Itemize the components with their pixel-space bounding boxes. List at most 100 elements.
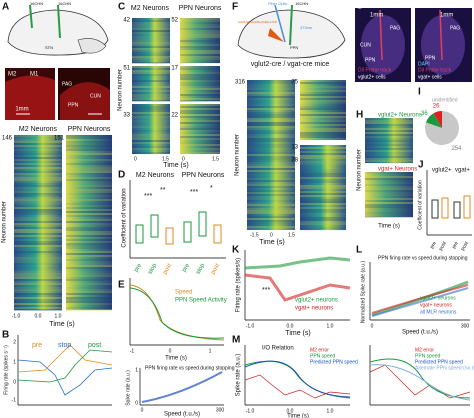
brain-sketch-a <box>7 4 109 56</box>
panel-letter: H <box>356 110 363 121</box>
heatmap-row <box>66 195 112 197</box>
heatmap-row <box>365 212 413 214</box>
heatmap <box>365 172 413 217</box>
heatmap-row <box>66 227 112 229</box>
heatmap-row <box>132 42 170 44</box>
heatmap-row <box>300 94 346 96</box>
heatmap-row <box>14 137 62 139</box>
heatmap-row <box>14 191 62 193</box>
heatmap-row <box>365 122 413 124</box>
heatmap-row <box>132 124 170 126</box>
label: DAPI <box>418 61 430 67</box>
label: Time (s) <box>287 414 309 418</box>
heatmap-row <box>300 132 346 134</box>
heatmap-row <box>14 299 62 301</box>
label: Neuron number <box>2 201 8 243</box>
heatmap-row <box>365 124 413 126</box>
heatmap-row <box>247 80 295 82</box>
heatmap-row <box>300 126 346 128</box>
label: 1mm <box>370 13 383 19</box>
heatmap-row <box>66 275 112 277</box>
heatmap-row <box>132 80 170 82</box>
label: 16CHN <box>295 1 308 6</box>
pie-slice <box>433 111 442 128</box>
heatmap-row <box>247 118 295 120</box>
heatmap-row <box>180 46 220 48</box>
heatmap-row <box>132 150 170 152</box>
heatmap-row <box>247 228 295 230</box>
heatmap-row <box>14 183 62 185</box>
heatmap-row <box>180 100 220 102</box>
heatmap-row <box>180 120 220 122</box>
heatmap-row <box>300 159 346 161</box>
heatmap-row <box>180 112 220 114</box>
heatmap-row <box>14 213 62 215</box>
label: pre <box>429 240 438 249</box>
heatmap-row <box>247 164 295 166</box>
heatmap-row <box>132 76 170 78</box>
heatmap-row <box>14 193 62 195</box>
heatmap-row <box>132 68 170 70</box>
heatmap-row <box>66 225 112 227</box>
label: Normalized Spike rate (a.u.) <box>360 261 366 324</box>
heatmap-row <box>300 165 346 167</box>
heatmap <box>247 80 295 230</box>
heatmap-row <box>300 86 346 88</box>
heatmap-row <box>300 205 346 207</box>
heatmap-row <box>180 66 220 68</box>
heatmap-row <box>132 126 170 128</box>
heatmap-row <box>66 253 112 255</box>
heatmap-row <box>300 179 346 181</box>
heatmap-row <box>14 253 62 255</box>
label: PAG <box>450 25 460 31</box>
label: Spike rate (a.u.) <box>236 354 242 397</box>
heatmap-row <box>365 194 413 196</box>
heatmap-row <box>180 34 220 36</box>
heatmap-row <box>66 211 112 213</box>
heatmap-row <box>66 155 112 157</box>
heatmap-row <box>300 219 346 221</box>
heatmap-row <box>300 110 346 112</box>
heatmap-row <box>14 151 62 153</box>
heatmap-row <box>247 160 295 162</box>
heatmap-row <box>14 149 62 151</box>
heatmap-row <box>132 32 170 34</box>
heatmap-row <box>365 160 413 162</box>
heatmap-row <box>300 163 346 165</box>
heatmap-row <box>66 281 112 283</box>
heatmap-row <box>14 139 62 141</box>
heatmap-row <box>66 269 112 271</box>
heatmap-row <box>365 184 413 186</box>
heatmap-row <box>247 82 295 84</box>
heatmap-row <box>66 307 112 309</box>
heatmap-row <box>14 293 62 295</box>
panel-letter: I <box>418 87 421 98</box>
label: Neuron number <box>235 134 241 176</box>
label: pre <box>451 240 460 249</box>
heatmap-row <box>180 68 220 70</box>
heatmap-row <box>66 267 112 269</box>
heatmap-row <box>14 185 62 187</box>
heatmap-row <box>300 151 346 153</box>
heatmap-row <box>180 40 220 42</box>
heatmap-row <box>132 66 170 68</box>
label: ** <box>160 187 166 194</box>
heatmap-row <box>14 301 62 303</box>
heatmap-row <box>365 118 413 120</box>
heatmap-row <box>247 146 295 148</box>
heatmap-row <box>180 106 220 108</box>
heatmap-row <box>247 130 295 132</box>
panel-letter: E <box>118 280 125 291</box>
heatmap-row <box>365 196 413 198</box>
heatmap-row <box>66 197 112 199</box>
label: Firing rate (spikes s⁻¹) <box>3 345 9 395</box>
histology-a <box>5 68 110 120</box>
heatmap-row <box>132 146 170 148</box>
heatmap-row <box>247 208 295 210</box>
heatmap-row <box>365 130 413 132</box>
heatmap-row <box>66 215 112 217</box>
pie-label: 36 <box>421 111 428 117</box>
label: stop <box>195 262 206 275</box>
heatmap-row <box>14 261 62 263</box>
heatmap-row <box>180 88 220 90</box>
